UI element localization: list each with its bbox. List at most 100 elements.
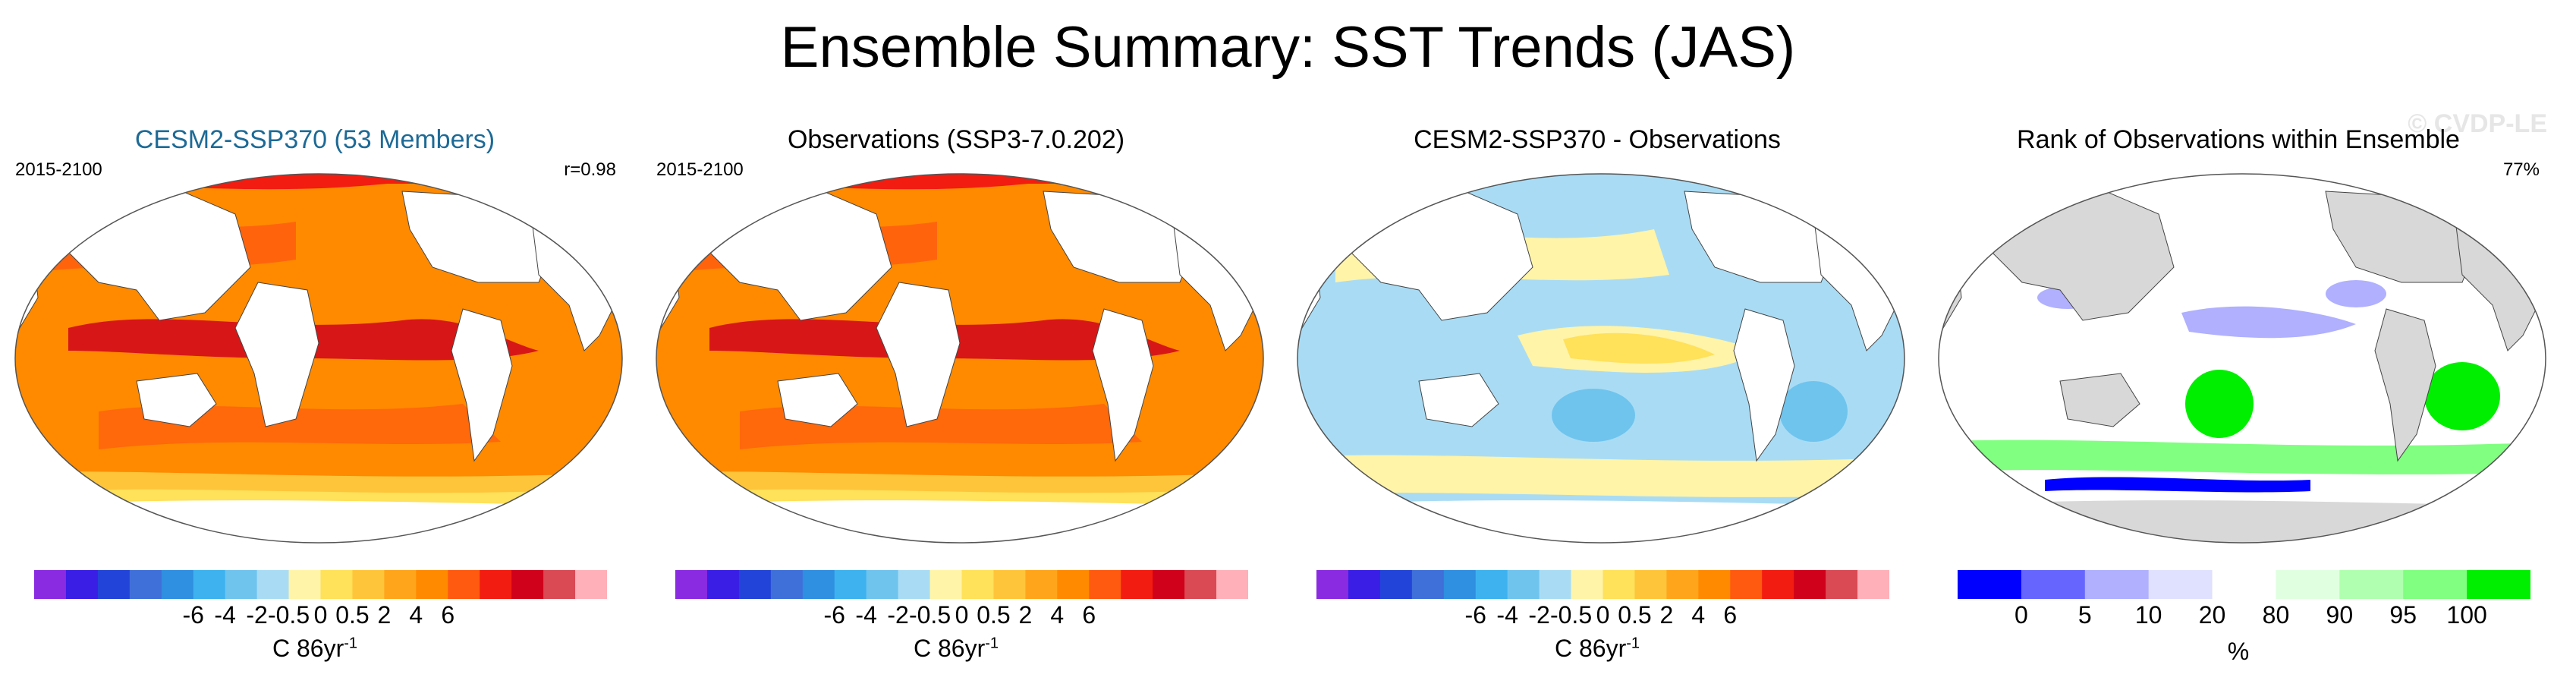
colorbar-swatch [511, 570, 544, 599]
colorbar [1958, 570, 2530, 599]
colorbar-swatch [2212, 570, 2276, 599]
colorbar-swatch [416, 570, 448, 599]
colorbar-swatch [866, 570, 899, 599]
colorbar-swatch [1958, 570, 2022, 599]
colorbar-swatch [384, 570, 417, 599]
colorbar-swatch [898, 570, 931, 599]
colorbar-tick-label: 2 [1018, 601, 1033, 629]
colorbar-tick-label: 2 [377, 601, 392, 629]
colorbar-units: C 86yr-1 [272, 635, 358, 662]
colorbar-tick-label: -4 [214, 601, 236, 629]
colorbar-units: C 86yr-1 [1554, 635, 1640, 662]
period-label: 2015-2100 [656, 159, 744, 180]
colorbar-tick-label: 4 [1050, 601, 1065, 629]
colorbar-swatch [1379, 570, 1413, 599]
colorbar-swatch [2084, 570, 2150, 599]
colorbar-tick-label: 80 [2262, 601, 2290, 629]
colorbar-swatch [1089, 570, 1121, 599]
colorbar-swatch [288, 570, 321, 599]
colorbar-swatch [34, 570, 67, 599]
colorbar-swatch [961, 570, 994, 599]
colorbar-swatch [193, 570, 226, 599]
colorbar-swatch [129, 570, 162, 599]
colorbar-tick-label: 10 [2134, 601, 2162, 629]
colorbar-swatch [1153, 570, 1185, 599]
colorbar [34, 570, 607, 599]
panel-title: Rank of Observations within Ensemble [2017, 125, 2460, 154]
sst-trend-map [14, 173, 623, 544]
colorbar-swatch [65, 570, 99, 599]
colorbar-swatch [770, 570, 804, 599]
colorbar-swatch [352, 570, 385, 599]
colorbar-tick-label: 2 [1659, 601, 1674, 629]
colorbar-swatch [1316, 570, 1349, 599]
colorbar-swatch [543, 570, 576, 599]
colorbar-tick-label: -2 [246, 601, 268, 629]
colorbar-tick-label: 0 [1596, 601, 1610, 629]
colorbar-tick-label: -0.5 [908, 601, 951, 629]
percent-label: 77% [2502, 159, 2540, 180]
sst-trend-map [656, 173, 1264, 544]
colorbar-swatch [2276, 570, 2340, 599]
colorbar-swatch [1348, 570, 1381, 599]
colorbar-swatch [1603, 570, 1635, 599]
colorbar-swatch [225, 570, 258, 599]
colorbar-swatch [1666, 570, 1699, 599]
colorbar-tick-label: -6 [823, 601, 845, 629]
panel-title: CESM2-SSP370 (53 Members) [134, 125, 495, 154]
colorbar-swatch [161, 570, 194, 599]
colorbar-swatch [1857, 570, 1889, 599]
panel-rank: © CVDP-LE Rank of Observations within En… [1923, 109, 2553, 679]
sst-difference-map [1297, 173, 1905, 544]
panel-observations: Observations (SSP3-7.0.202) 2015-2100 C … [641, 114, 1271, 679]
colorbar-swatch [675, 570, 708, 599]
colorbar-tick-label: -6 [182, 601, 204, 629]
colorbar-swatch [834, 570, 867, 599]
colorbar-swatch [1571, 570, 1603, 599]
colorbar-tick-label: 0 [313, 601, 328, 629]
colorbar-units: % [2227, 638, 2250, 665]
colorbar [1316, 570, 1889, 599]
colorbar-swatch [1634, 570, 1667, 599]
colorbar-tick-label: 100 [2446, 601, 2487, 629]
colorbar-tick-label: -0.5 [267, 601, 310, 629]
colorbar-tick-label: 0 [955, 601, 969, 629]
colorbar-swatch [1794, 570, 1826, 599]
colorbar-tick-label: 20 [2198, 601, 2226, 629]
correlation-label: r=0.98 [564, 159, 616, 180]
colorbar-swatch [575, 570, 607, 599]
colorbar-swatch [1762, 570, 1794, 599]
colorbar-tick-label: 5 [2077, 601, 2092, 629]
colorbar-tick-label: -4 [855, 601, 877, 629]
colorbar-swatch [929, 570, 962, 599]
colorbar-swatch [448, 570, 480, 599]
period-label: 2015-2100 [15, 159, 102, 180]
panel-title: CESM2-SSP370 - Observations [1414, 125, 1781, 154]
colorbar-units: C 86yr-1 [913, 635, 999, 662]
colorbar-tick-label: 0.5 [977, 601, 1011, 629]
colorbar [675, 570, 1248, 599]
colorbar-tick-label: 0.5 [1618, 601, 1652, 629]
colorbar-swatch [993, 570, 1026, 599]
colorbar-swatch [97, 570, 131, 599]
colorbar-swatch [480, 570, 512, 599]
colorbar-swatch [256, 570, 290, 599]
figure-title: Ensemble Summary: SST Trends (JAS) [780, 15, 1796, 80]
colorbar-swatch [2148, 570, 2213, 599]
colorbar-swatch [1826, 570, 1858, 599]
colorbar-swatch [1411, 570, 1445, 599]
panel-title: Observations (SSP3-7.0.202) [787, 125, 1125, 154]
colorbar-tick-label: 0 [2014, 601, 2028, 629]
colorbar-tick-label: 95 [2389, 601, 2417, 629]
colorbar-swatch [1539, 570, 1572, 599]
panel-ensemble-mean: CESM2-SSP370 (53 Members) 2015-2100 r=0.… [0, 114, 630, 679]
colorbar-tick-label: -2 [887, 601, 909, 629]
panel-difference: CESM2-SSP370 - Observations C 86yr-1 -6-… [1282, 114, 1912, 679]
colorbar-tick-label: 6 [1723, 601, 1738, 629]
colorbar-swatch [320, 570, 353, 599]
colorbar-tick-label: 4 [1691, 601, 1706, 629]
colorbar-swatch [1507, 570, 1540, 599]
colorbar-tick-label: 90 [2326, 601, 2354, 629]
colorbar-swatch [1057, 570, 1090, 599]
colorbar-swatch [802, 570, 835, 599]
